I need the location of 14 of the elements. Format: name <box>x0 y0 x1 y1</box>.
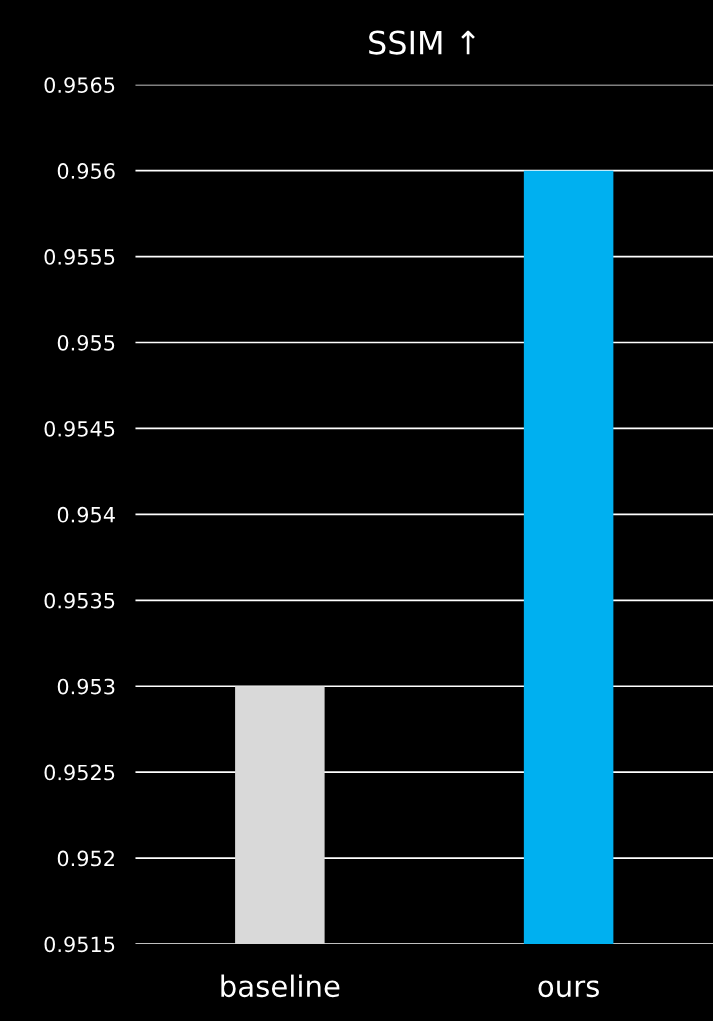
x-tick-label: baseline <box>221 974 340 998</box>
y-tick-label: 0.9525 <box>44 764 115 781</box>
y-tick-label: 0.954 <box>57 506 115 523</box>
chart-title: SSIM ↑ <box>369 30 475 55</box>
y-tick-label: 0.953 <box>57 678 115 695</box>
y-tick-label: 0.9515 <box>44 936 115 953</box>
y-tick-label: 0.9565 <box>44 77 115 93</box>
y-tick-label: 0.9555 <box>44 249 115 265</box>
y-tick-label: 0.956 <box>57 163 115 179</box>
y-tick-label: 0.952 <box>57 850 114 867</box>
y-tick-label: 0.955 <box>57 334 115 351</box>
y-tick-label: 0.9545 <box>44 420 115 437</box>
y-tick-label: 0.9535 <box>44 592 115 609</box>
x-tick-label: ours <box>538 980 599 998</box>
